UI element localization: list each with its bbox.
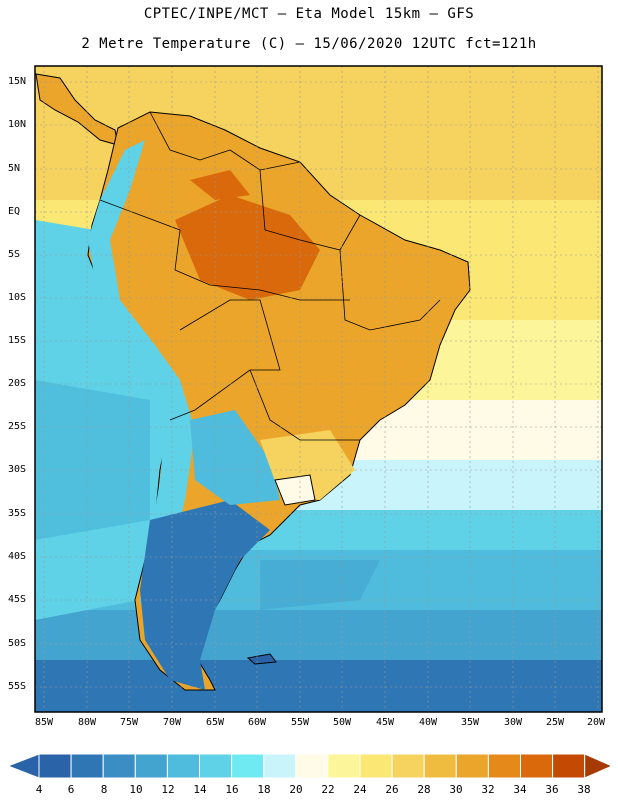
lat-label: 15S	[8, 335, 27, 346]
colorbar-label: 38	[577, 783, 591, 796]
lon-label: 85W	[34, 717, 54, 728]
lat-label: 5N	[8, 163, 21, 174]
north-hot-zone	[190, 170, 250, 200]
colorbar-label: 28	[417, 783, 431, 796]
lat-label: EQ	[8, 206, 21, 217]
colorbar-label: 20	[289, 783, 303, 796]
patagonia-cold	[140, 500, 270, 690]
colorbar-cell	[134, 753, 168, 779]
lon-label: 80W	[77, 717, 97, 728]
colorbar-cell	[38, 753, 72, 779]
lat-label: 50S	[8, 638, 27, 649]
colorbar-label: 34	[513, 783, 527, 796]
atlantic-cool-patch	[260, 560, 380, 610]
colorbar-cell	[487, 753, 521, 779]
lon-label: 75W	[119, 717, 139, 728]
colorbar-arrow-low	[6, 753, 40, 779]
map-title-line1: CPTEC/INPE/MCT – Eta Model 15km – GFS	[143, 6, 475, 22]
colorbar-arrow-high	[584, 753, 614, 779]
colorbar-label: 8	[100, 783, 108, 796]
colorbar-cell	[455, 753, 489, 779]
colorbar-cell	[231, 753, 265, 779]
colorbar-label: 4	[35, 783, 43, 796]
lat-label: 10S	[8, 292, 27, 303]
lon-label: 35W	[460, 717, 480, 728]
lon-label: 30W	[503, 717, 523, 728]
country-borders	[99, 111, 441, 441]
colorbar-label: 16	[225, 783, 239, 796]
argentina-cool	[190, 410, 280, 505]
colorbar-label: 14	[193, 783, 207, 796]
lat-label: 45S	[8, 594, 27, 605]
lat-label: 35S	[8, 508, 27, 519]
colorbar-cell	[359, 753, 393, 779]
colorbar-label: 32	[481, 783, 495, 796]
colorbar-label: 36	[545, 783, 559, 796]
lat-label: 30S	[8, 464, 27, 475]
colorbar	[6, 753, 614, 779]
colorbar-cell	[391, 753, 425, 779]
lon-label: 60W	[247, 717, 267, 728]
colorbar-cell	[327, 753, 361, 779]
colorbar-cell	[520, 753, 554, 779]
colorbar-cell	[166, 753, 200, 779]
colorbar-cell	[552, 753, 586, 779]
lat-label: 55S	[8, 681, 27, 692]
lon-label: 65W	[205, 717, 225, 728]
lat-label: 25S	[8, 421, 27, 432]
colorbar-cell	[295, 753, 329, 779]
temperature-map	[34, 65, 603, 713]
lat-label: 10N	[8, 119, 27, 130]
lon-label: 70W	[162, 717, 182, 728]
lat-label: 5S	[8, 249, 21, 260]
colorbar-cell	[423, 753, 457, 779]
colorbar-cell	[199, 753, 233, 779]
colorbar-label: 30	[449, 783, 463, 796]
uruguay-cool	[274, 474, 316, 506]
colorbar-label: 18	[257, 783, 271, 796]
falkland-islands	[246, 653, 277, 665]
ocean-band-10	[35, 610, 602, 660]
colorbar-label: 10	[129, 783, 143, 796]
map-title-line2: 2 Metre Temperature (C) – 15/06/2020 12U…	[81, 36, 537, 52]
lon-label: 45W	[375, 717, 395, 728]
amazon-hot-core	[175, 195, 320, 300]
colorbar-cell	[70, 753, 104, 779]
lat-label: 15N	[8, 76, 27, 87]
colorbar-label: 6	[67, 783, 75, 796]
colorbar-label: 24	[353, 783, 367, 796]
lon-label: 40W	[418, 717, 438, 728]
map-frame	[34, 65, 603, 713]
lon-label: 20W	[586, 717, 606, 728]
colorbar-label: 12	[161, 783, 175, 796]
ocean-band-6	[35, 660, 602, 712]
lat-label: 40S	[8, 551, 27, 562]
lon-label: 50W	[332, 717, 352, 728]
colorbar-label: 26	[385, 783, 399, 796]
lon-label: 25W	[545, 717, 565, 728]
pacific-cold-water	[35, 380, 150, 540]
colorbar-cell	[102, 753, 136, 779]
colorbar-cell	[263, 753, 297, 779]
lat-label: 20S	[8, 378, 27, 389]
andes-strip	[88, 140, 195, 640]
lon-label: 55W	[290, 717, 310, 728]
colorbar-label: 22	[321, 783, 335, 796]
